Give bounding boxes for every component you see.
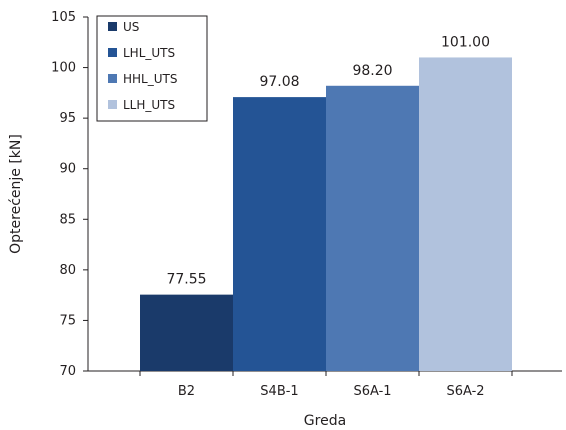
x-tick-label: S6A-1 xyxy=(353,384,391,399)
y-tick-label: 95 xyxy=(59,111,76,126)
y-tick-label: 90 xyxy=(59,162,76,177)
y-tick-label: 100 xyxy=(51,61,76,76)
legend: US LHL_UTS HHL_UTS LLH_UTS xyxy=(96,15,208,122)
legend-label: HHL_UTS xyxy=(123,72,177,86)
y-tick-label: 70 xyxy=(59,364,76,379)
y-tick-label: 105 xyxy=(51,10,76,25)
y-tick-label: 85 xyxy=(59,212,76,227)
data-labels: 77.55 97.08 98.20 101.00 xyxy=(166,34,490,287)
bar-s6a-2 xyxy=(419,57,512,371)
legend-label: US xyxy=(123,20,139,34)
x-tick-label: S6A-2 xyxy=(446,384,484,399)
bar-s4b-1 xyxy=(233,97,326,372)
legend-swatch xyxy=(108,48,117,57)
legend-swatch xyxy=(108,74,117,83)
bar-b2 xyxy=(140,294,233,371)
bars xyxy=(140,57,512,372)
data-label: 98.20 xyxy=(352,63,392,79)
x-tick-label: B2 xyxy=(178,384,195,399)
y-axis-title: Opterećenje [kN] xyxy=(8,134,24,254)
legend-swatch xyxy=(108,22,117,31)
y-axis: 70 75 80 85 90 95 100 105 xyxy=(51,10,89,379)
y-tick-label: 80 xyxy=(59,263,76,278)
bar-s6a-1 xyxy=(326,85,419,371)
x-axis: B2 S4B-1 S6A-1 S6A-2 xyxy=(88,370,562,399)
data-label: 97.08 xyxy=(259,74,299,90)
legend-swatch xyxy=(108,100,117,109)
y-tick-label: 75 xyxy=(59,313,76,328)
data-label: 77.55 xyxy=(166,272,206,288)
legend-label: LHL_UTS xyxy=(123,46,175,60)
legend-label: LLH_UTS xyxy=(123,98,175,112)
x-axis-title: Greda xyxy=(304,413,346,429)
data-label: 101.00 xyxy=(441,34,490,50)
x-tick-label: S4B-1 xyxy=(260,384,298,399)
